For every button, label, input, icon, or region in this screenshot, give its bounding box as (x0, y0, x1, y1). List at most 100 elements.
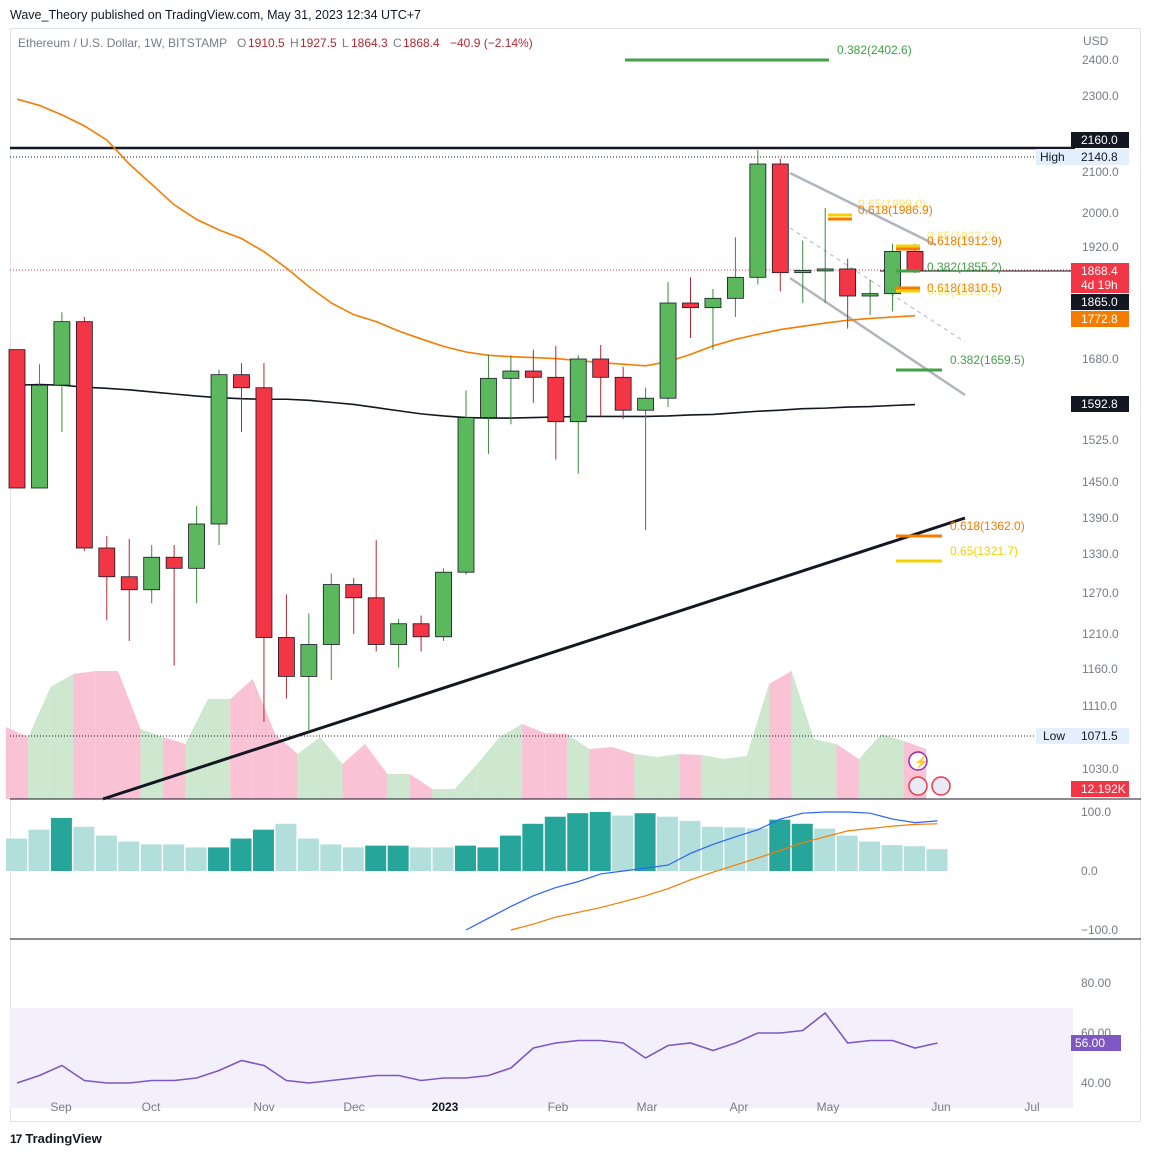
candle-up (884, 243, 901, 312)
fib-level-label: 0.618(1986.9) (858, 203, 933, 217)
candle-body (682, 302, 699, 309)
price-tick-label: 1920.0 (1082, 240, 1119, 254)
ema-black-badge-text: 1592.8 (1081, 397, 1118, 411)
rsi-value-bg (1071, 1035, 1121, 1051)
macd-tick-label: 0.0 (1081, 864, 1098, 878)
candle-up (143, 545, 161, 604)
macd-histogram-bar (297, 838, 319, 871)
time-tick-label: May (817, 1100, 840, 1114)
candle-body (390, 623, 408, 645)
rsi-value-badge: 56.00 (1071, 1035, 1121, 1051)
support-trendline (102, 516, 966, 801)
candle-down (120, 539, 138, 641)
candle-body (569, 358, 587, 423)
fib-level-label: 0.65(1999.0) (858, 197, 926, 211)
candle-body (345, 584, 363, 599)
time-tick-label: Jul (1024, 1100, 1039, 1114)
candle-body (480, 377, 497, 418)
volume-segment-down (162, 737, 186, 799)
macd-tick-label: −100.0 (1081, 923, 1118, 937)
candle-down (771, 158, 789, 292)
fib-level-label: 0.382(1659.5) (950, 353, 1025, 367)
macd-histogram-bar (499, 835, 521, 871)
high-price-badge-text: 2140.8 (1081, 150, 1118, 164)
candle-body (435, 571, 452, 638)
candle-body (300, 644, 318, 677)
macd-histogram-bar (73, 826, 95, 871)
volume-segment-up (28, 687, 51, 799)
price-tick-label: 1270.0 (1082, 586, 1119, 600)
candle-up (727, 237, 744, 317)
volume-segment-down (544, 733, 568, 799)
volume-segment-up (567, 734, 590, 799)
high-tag-bg (1036, 149, 1071, 165)
macd-histogram-bar (163, 844, 185, 871)
candle-body (233, 374, 250, 389)
time-tick-label: Jun (931, 1100, 950, 1114)
lightning-glyph: ⚡ (914, 755, 929, 769)
volume-segment-down (409, 774, 433, 799)
legend: Ethereum / U.S. Dollar, 1W, BITSTAMP O 1… (18, 36, 533, 50)
ema-orange-badge: 1772.8 (1071, 311, 1129, 327)
price-tick-label: 1330.0 (1082, 547, 1119, 561)
candle-body (120, 576, 138, 591)
price-tick-label: 2000.0 (1082, 206, 1119, 220)
volume-segment-down (73, 671, 96, 799)
lightning-icon (908, 751, 928, 771)
candle-body (367, 597, 385, 645)
chart-frame[interactable] (10, 28, 1141, 1122)
candles[interactable] (8, 150, 924, 732)
resistance-price-badge-bg (1071, 132, 1129, 148)
candle-body (53, 321, 71, 386)
last-price-badge: 1868.44d 19h (1071, 263, 1129, 293)
candle-up (210, 369, 228, 545)
volume-area (5, 671, 927, 799)
volume-segment-down (252, 679, 276, 799)
volume-segment-down (275, 734, 298, 799)
price-tick-label: 1160.0 (1082, 662, 1118, 676)
macd-histogram-bar (477, 847, 499, 871)
candle-up (322, 573, 340, 681)
volume-segment-up (634, 754, 657, 799)
candle-body (816, 268, 834, 272)
rsi-tick-label: 40.00 (1081, 1076, 1111, 1090)
macd-histogram-bar (320, 844, 342, 871)
macd-histogram-bar (387, 845, 409, 871)
rsi-tick-label: 80.00 (1081, 976, 1111, 990)
macd-histogram-bar (252, 829, 274, 871)
macd-line (465, 811, 938, 931)
price-tick-label: 1210.0 (1082, 627, 1119, 641)
volume-segment-down (769, 671, 792, 799)
fib-level-label: 0.65(1923.0) (927, 229, 995, 243)
candle-body (839, 268, 857, 297)
candle-down (614, 366, 632, 420)
candle-up (188, 506, 206, 604)
candle-down (75, 317, 93, 551)
candle-body (165, 556, 183, 569)
us-flag-icon (931, 776, 951, 796)
candle-up (435, 568, 452, 641)
tradingview-logo[interactable]: 17 TradingView (10, 1131, 102, 1146)
candle-up (816, 208, 834, 303)
candle-up (457, 390, 475, 575)
candle-down (277, 594, 295, 699)
candle-body (210, 374, 228, 525)
candle-down (165, 545, 183, 666)
candle-body (637, 397, 654, 411)
macd-histogram-bar (544, 816, 566, 871)
macd-histogram-bar (634, 813, 656, 871)
macd-histogram-bar (904, 846, 925, 871)
volume-segment-down (836, 744, 859, 799)
rsi-band (10, 1008, 1073, 1108)
macd-histogram-bar (208, 847, 230, 871)
macd-histogram-bar (432, 847, 454, 871)
candle-body (749, 163, 767, 278)
price-tick-label: 1110.0 (1082, 699, 1117, 713)
candle-body (861, 293, 879, 297)
candle-body (771, 163, 789, 274)
volume-segment-down (95, 671, 119, 799)
macd-histogram-bar (701, 826, 723, 871)
time-tick-label: Nov (253, 1100, 274, 1114)
